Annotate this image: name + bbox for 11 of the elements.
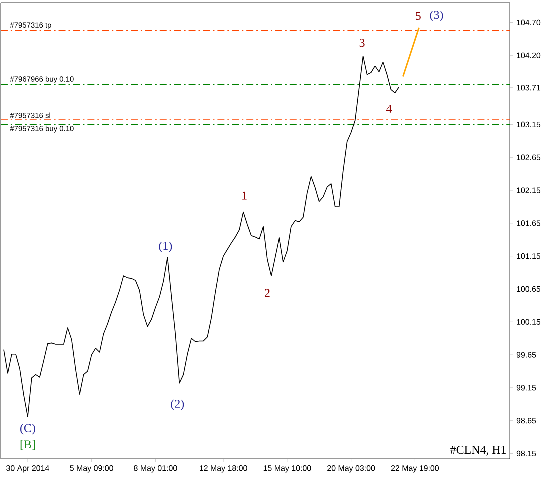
annotation: (1) [159, 242, 172, 253]
annotation: 4 [386, 104, 392, 113]
annotation: 1 [242, 192, 247, 200]
annotation: [B] [20, 440, 36, 450]
annotation: (C) [20, 424, 36, 435]
annotation: #CLN4, H1 [450, 446, 506, 456]
annotation: 2 [265, 289, 270, 298]
annotation: 5 [416, 12, 421, 20]
annotation: (2) [171, 400, 184, 410]
annotation: (3) [430, 10, 444, 22]
annotation: 3 [360, 39, 365, 48]
